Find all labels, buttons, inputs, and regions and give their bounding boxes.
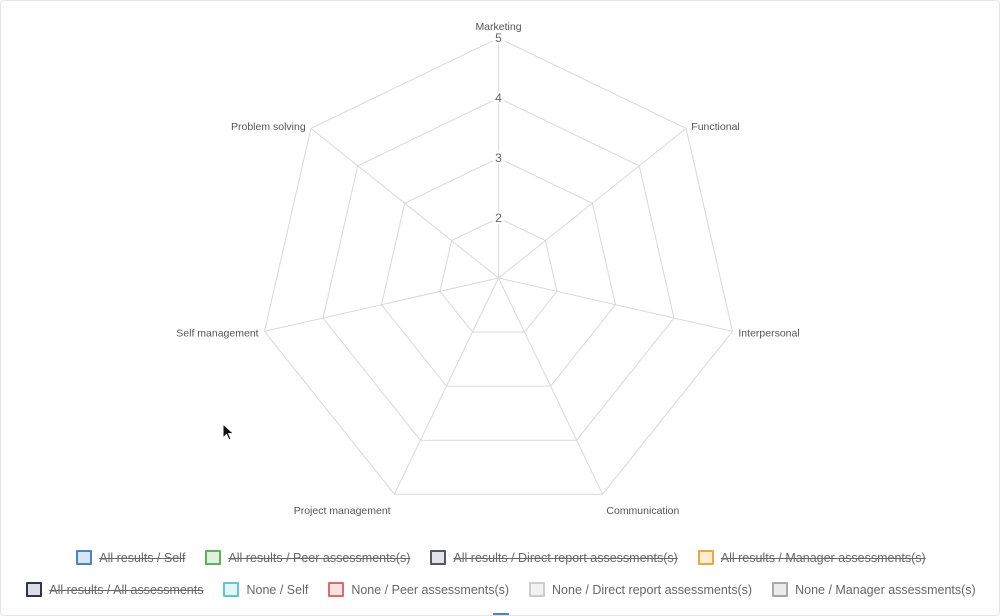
- axis-label-project-management: Project management: [294, 505, 391, 517]
- spoke-5: [264, 277, 499, 332]
- legend-row-2: All results / All assessments None / Self…: [1, 582, 999, 597]
- legend-item[interactable]: None / Peer assessments(s): [328, 582, 509, 597]
- grid-ring-4: [263, 37, 734, 495]
- axis-label-communication: Communication: [606, 505, 679, 517]
- tick-label-bg: [492, 91, 505, 104]
- tick-label: 2: [495, 211, 502, 225]
- legend-label: None / Self: [246, 582, 309, 597]
- legend-item[interactable]: [493, 613, 509, 615]
- axis-label-problem-solving: Problem solving: [231, 121, 306, 133]
- radar-axis-labels: Marketing Functional Interpersonal Communic…: [176, 21, 799, 517]
- legend-item[interactable]: All results / Peer assessments(s): [205, 550, 410, 565]
- legend-swatch: [26, 582, 43, 597]
- legend-row-1: All results / Self All results / Peer ass…: [1, 550, 999, 565]
- legend-label: All results / Peer assessments(s): [228, 550, 411, 565]
- radar-chart: 2 3 4 5 Marketing Functional Interpersonal Com…: [176, 21, 799, 517]
- legend-swatch: [529, 582, 546, 597]
- legend-label: All results / All assessments: [49, 582, 204, 597]
- legend-swatch: [205, 550, 222, 565]
- spoke-6: [310, 128, 499, 279]
- legend-label: None / Direct report assessments(s): [552, 582, 753, 597]
- legend-item[interactable]: All results / Self: [76, 550, 185, 565]
- legend-row-3: [1, 613, 999, 615]
- legend-label: All results / Direct report assessments(…: [453, 550, 678, 565]
- tick-label-bg: [492, 31, 505, 44]
- tick-label: 4: [495, 91, 502, 105]
- tick-label: 5: [495, 31, 502, 45]
- radar-grid: [263, 37, 734, 495]
- legend-item[interactable]: None / Self: [223, 582, 308, 597]
- legend-item[interactable]: All results / All assessments: [26, 582, 203, 597]
- legend-label: None / Manager assessments(s): [795, 582, 976, 597]
- grid-ring-1: [439, 217, 558, 333]
- legend-swatch: [493, 613, 509, 615]
- legend-swatch: [772, 582, 789, 597]
- spoke-3: [498, 277, 604, 495]
- tick-label-bg: [492, 211, 505, 224]
- axis-label-marketing: Marketing: [475, 21, 521, 33]
- mouse-cursor-icon: [222, 423, 235, 441]
- legend-swatch: [223, 582, 240, 597]
- legend-label: All results / Manager assessments(s): [720, 550, 926, 565]
- grid-ring-2: [380, 157, 617, 387]
- axis-label-interpersonal: Interpersonal: [738, 327, 799, 339]
- legend-swatch: [76, 550, 93, 565]
- spoke-2: [498, 277, 733, 332]
- radar-ticks: 2 3 4 5: [492, 31, 505, 225]
- legend-swatch: [328, 582, 345, 597]
- legend-item[interactable]: All results / Manager assessments(s): [697, 550, 926, 565]
- legend-swatch: [697, 550, 714, 565]
- legend-swatch: [430, 550, 447, 565]
- grid-ring-3: [322, 97, 675, 441]
- tick-label-bg: [492, 151, 505, 164]
- legend-label: All results / Self: [99, 550, 186, 565]
- legend-label: None / Peer assessments(s): [351, 582, 510, 597]
- axis-label-self-management: Self management: [176, 327, 258, 339]
- tick-label: 3: [495, 151, 502, 165]
- spoke-1: [498, 128, 687, 279]
- legend-item[interactable]: None / Direct report assessments(s): [529, 582, 752, 597]
- legend-item[interactable]: All results / Direct report assessments(…: [430, 550, 678, 565]
- axis-label-functional: Functional: [691, 121, 739, 133]
- spoke-4: [393, 277, 499, 495]
- legend-item[interactable]: None / Manager assessments(s): [772, 582, 976, 597]
